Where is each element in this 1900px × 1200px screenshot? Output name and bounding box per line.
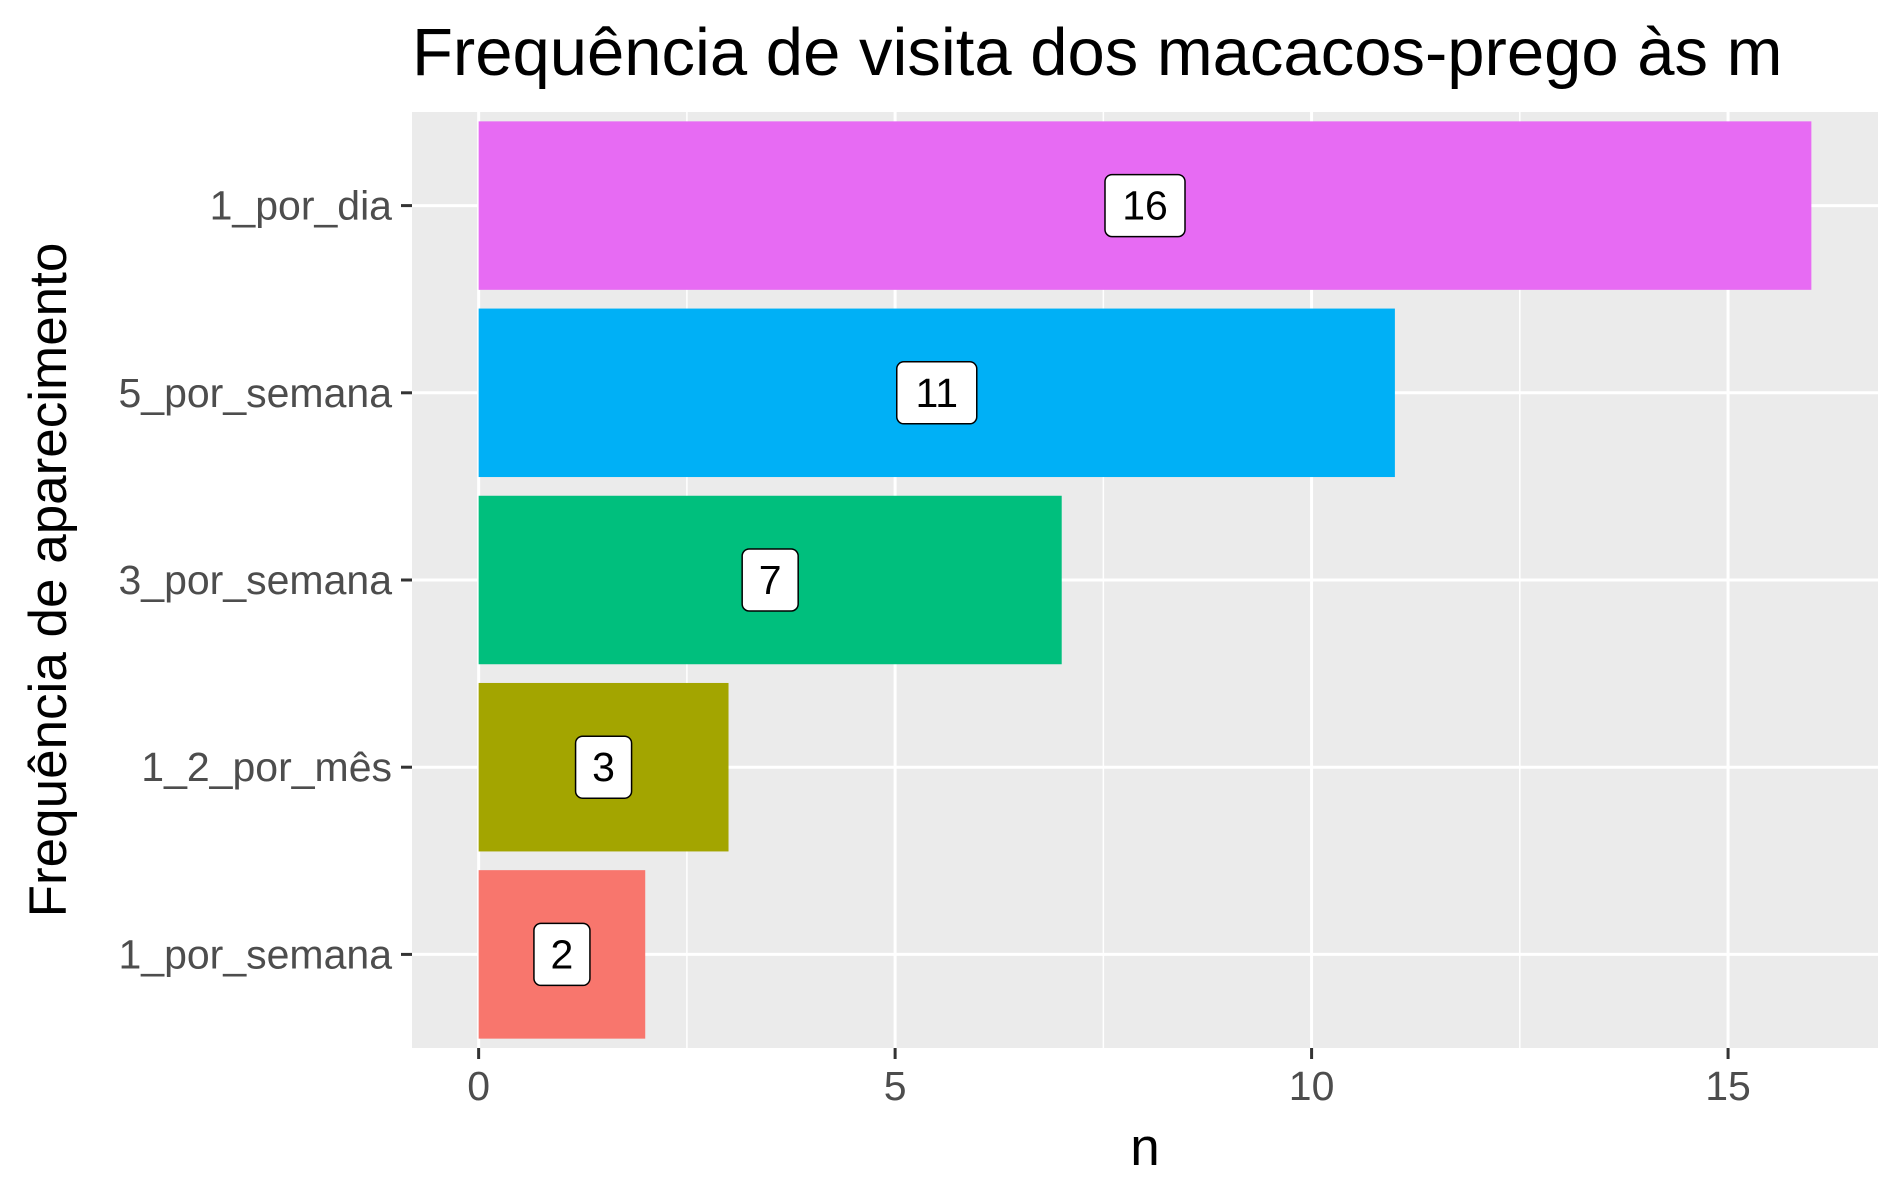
y-tick-label: 3_por_semana [118, 557, 392, 603]
x-tick-label: 15 [1705, 1063, 1751, 1109]
data-label: 7 [759, 557, 782, 603]
x-axis: 0 5 10 15 [467, 1048, 1751, 1109]
data-label: 2 [551, 931, 574, 977]
data-labels: 16 11 7 3 2 [533, 173, 1186, 987]
data-label-box [533, 922, 591, 987]
x-axis-title: n [1130, 1118, 1159, 1177]
y-tick-label: 1_2_por_mês [141, 744, 392, 790]
chart-title: Frequência de visita dos macacos-prego à… [412, 15, 1782, 90]
y-tick-label: 1_por_semana [118, 931, 392, 977]
data-label-box [896, 361, 978, 425]
data-label-box [574, 735, 633, 799]
x-tick-label: 10 [1289, 1063, 1335, 1109]
y-tick-label: 5_por_semana [118, 370, 392, 416]
x-tick-label: 0 [467, 1063, 490, 1109]
data-label: 16 [1122, 183, 1168, 229]
y-axis: 1_por_dia 5_por_semana 3_por_semana 1_2_por… [118, 183, 412, 977]
x-tick-label: 5 [884, 1063, 907, 1109]
data-label: 3 [592, 744, 615, 790]
data-label-box [741, 548, 799, 612]
y-tick-label: 1_por_dia [210, 183, 393, 229]
data-label-box [1104, 173, 1186, 238]
y-axis-title: Frequência de aparecimento [19, 243, 78, 918]
data-label: 11 [915, 370, 958, 416]
